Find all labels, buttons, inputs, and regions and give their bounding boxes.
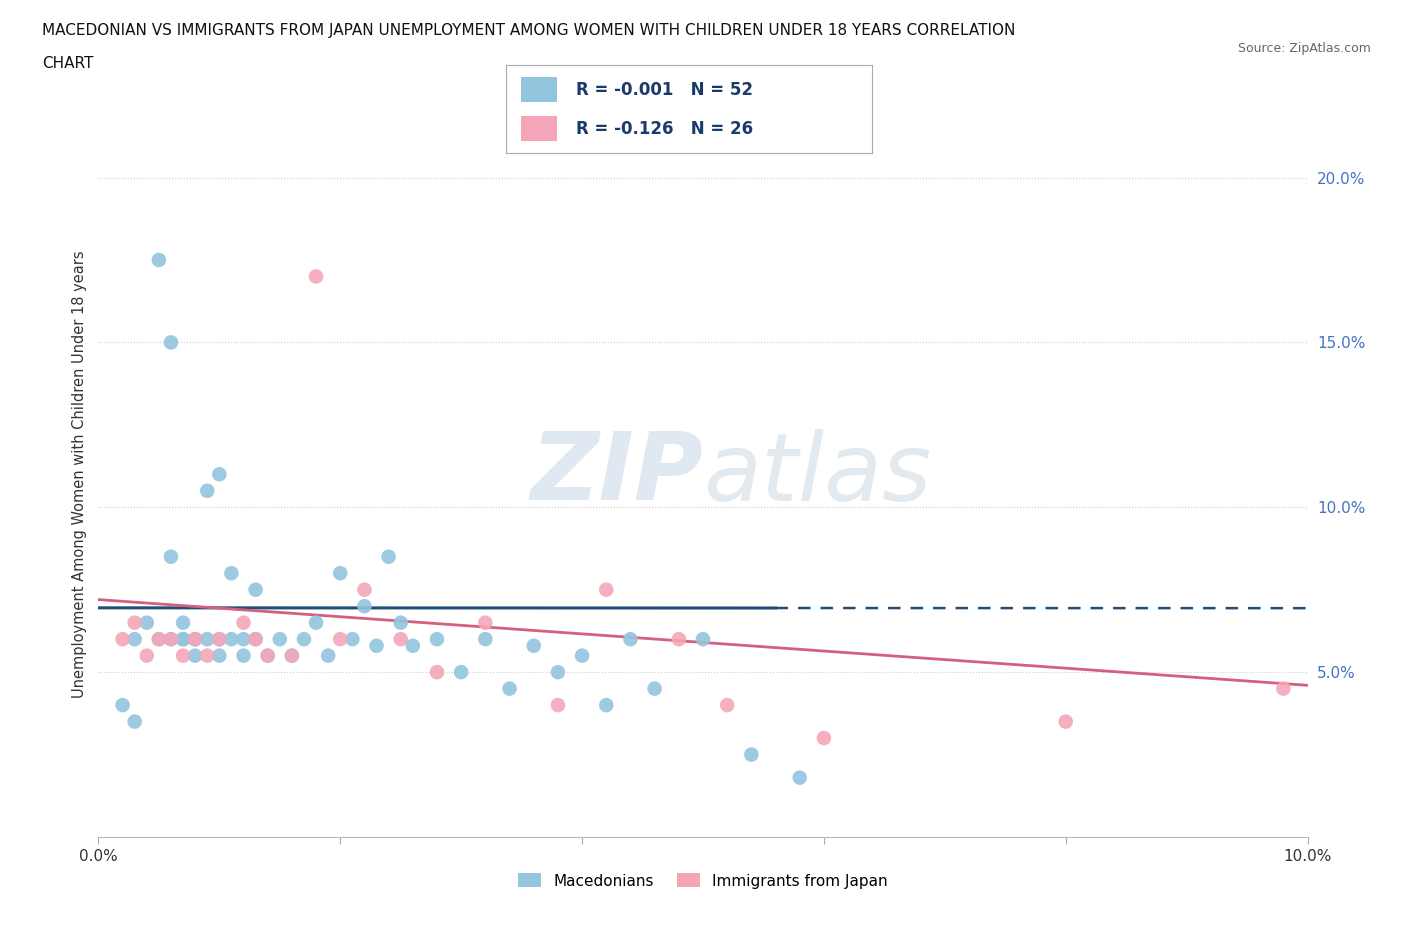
Point bbox=[474, 616, 496, 631]
Point bbox=[813, 731, 835, 746]
Point bbox=[547, 665, 569, 680]
Point bbox=[740, 747, 762, 762]
Point bbox=[208, 648, 231, 663]
Point bbox=[160, 631, 183, 646]
Point bbox=[160, 631, 183, 646]
Point bbox=[426, 631, 449, 646]
Point bbox=[111, 698, 134, 712]
Point bbox=[523, 638, 546, 653]
Text: CHART: CHART bbox=[42, 56, 94, 71]
Point bbox=[426, 665, 449, 680]
Point bbox=[124, 616, 146, 631]
Point bbox=[329, 631, 352, 646]
Point bbox=[342, 631, 364, 646]
Point bbox=[135, 616, 157, 631]
Point bbox=[329, 565, 352, 580]
Text: R = -0.126   N = 26: R = -0.126 N = 26 bbox=[575, 120, 752, 138]
Text: MACEDONIAN VS IMMIGRANTS FROM JAPAN UNEMPLOYMENT AMONG WOMEN WITH CHILDREN UNDER: MACEDONIAN VS IMMIGRANTS FROM JAPAN UNEM… bbox=[42, 23, 1015, 38]
Point bbox=[366, 638, 388, 653]
Point bbox=[208, 467, 231, 482]
Point bbox=[269, 631, 291, 646]
Point bbox=[232, 616, 254, 631]
Text: R = -0.001   N = 52: R = -0.001 N = 52 bbox=[575, 81, 752, 99]
Text: Source: ZipAtlas.com: Source: ZipAtlas.com bbox=[1237, 42, 1371, 55]
Point bbox=[172, 631, 194, 646]
Point bbox=[148, 631, 170, 646]
Text: ZIP: ZIP bbox=[530, 429, 703, 520]
Point bbox=[547, 698, 569, 712]
Y-axis label: Unemployment Among Women with Children Under 18 years: Unemployment Among Women with Children U… bbox=[72, 250, 87, 698]
Point bbox=[195, 648, 218, 663]
Point bbox=[172, 631, 194, 646]
Point bbox=[208, 631, 231, 646]
Point bbox=[184, 631, 207, 646]
Point bbox=[595, 698, 617, 712]
Point bbox=[450, 665, 472, 680]
Point bbox=[353, 582, 375, 597]
Point bbox=[160, 550, 183, 565]
Point bbox=[148, 253, 170, 268]
Point bbox=[316, 648, 339, 663]
Point bbox=[160, 335, 183, 350]
Point bbox=[498, 681, 520, 696]
Point bbox=[353, 599, 375, 614]
Point bbox=[256, 648, 278, 663]
Point bbox=[184, 631, 207, 646]
Point bbox=[281, 648, 304, 663]
Point bbox=[402, 638, 425, 653]
Point bbox=[184, 631, 207, 646]
Point bbox=[571, 648, 593, 663]
Point bbox=[184, 648, 207, 663]
Point bbox=[111, 631, 134, 646]
Point bbox=[124, 631, 146, 646]
Point bbox=[668, 631, 690, 646]
Point bbox=[256, 648, 278, 663]
Point bbox=[172, 648, 194, 663]
Point bbox=[245, 631, 267, 646]
Point bbox=[148, 631, 170, 646]
Point bbox=[221, 565, 243, 580]
Bar bbox=[520, 77, 557, 102]
Point bbox=[195, 484, 218, 498]
Point bbox=[389, 631, 412, 646]
Point bbox=[644, 681, 666, 696]
Point bbox=[389, 616, 412, 631]
Point bbox=[716, 698, 738, 712]
Point bbox=[305, 616, 328, 631]
Point bbox=[232, 631, 254, 646]
Point bbox=[292, 631, 315, 646]
Point bbox=[377, 550, 399, 565]
Text: atlas: atlas bbox=[703, 429, 931, 520]
Point bbox=[245, 582, 267, 597]
Point bbox=[619, 631, 641, 646]
Point bbox=[195, 631, 218, 646]
Point bbox=[221, 631, 243, 646]
Point bbox=[135, 648, 157, 663]
Point bbox=[208, 631, 231, 646]
Point bbox=[1054, 714, 1077, 729]
Point bbox=[172, 616, 194, 631]
Legend: Macedonians, Immigrants from Japan: Macedonians, Immigrants from Japan bbox=[512, 868, 894, 895]
Point bbox=[232, 648, 254, 663]
Point bbox=[595, 582, 617, 597]
Point bbox=[281, 648, 304, 663]
Bar bbox=[520, 116, 557, 141]
Point bbox=[474, 631, 496, 646]
Point bbox=[305, 269, 328, 284]
Point bbox=[245, 631, 267, 646]
Point bbox=[789, 770, 811, 785]
Point bbox=[692, 631, 714, 646]
Point bbox=[124, 714, 146, 729]
Point bbox=[1272, 681, 1295, 696]
